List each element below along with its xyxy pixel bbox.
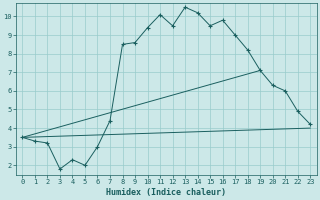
X-axis label: Humidex (Indice chaleur): Humidex (Indice chaleur) [106, 188, 226, 197]
